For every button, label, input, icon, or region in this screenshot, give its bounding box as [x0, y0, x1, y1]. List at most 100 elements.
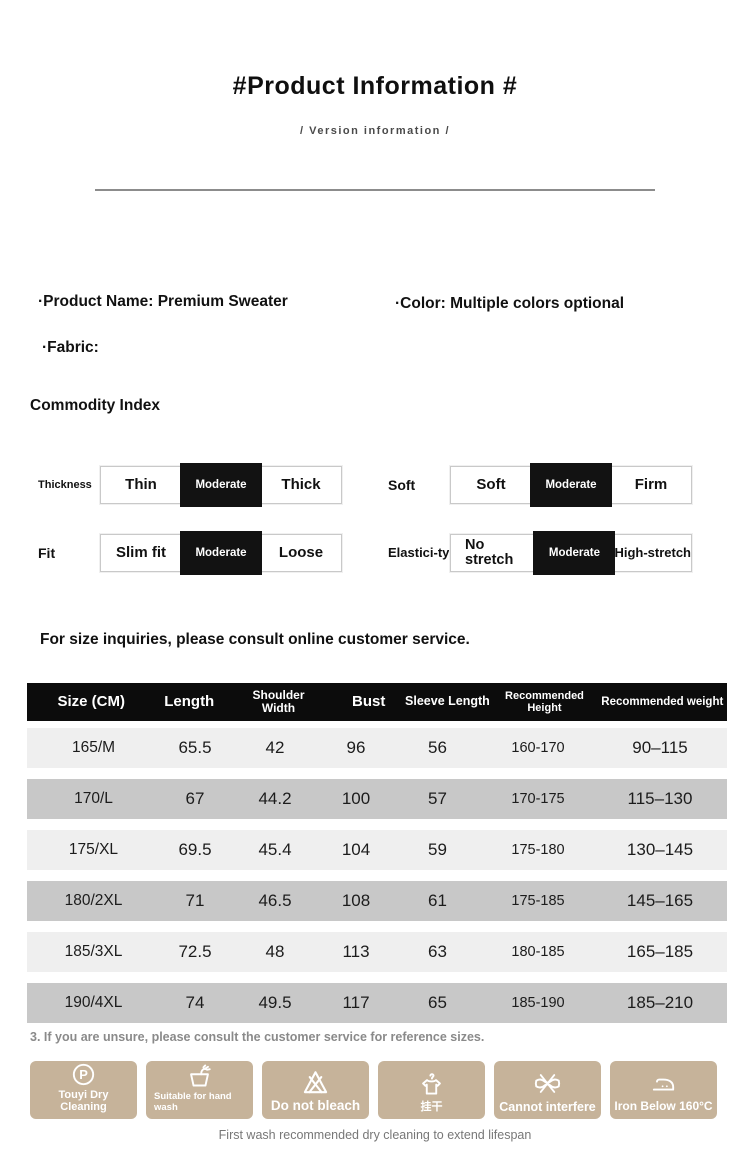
table-cell: 90–115 — [632, 738, 688, 757]
selector-option: Moderate — [180, 531, 262, 575]
table-cell: 57 — [428, 789, 447, 808]
care-footer-text: First wash recommended dry cleaning to e… — [218, 1128, 532, 1142]
selector-option: Slim fit — [115, 544, 166, 562]
care-item: P Touyi Dry Cleaning — [30, 1061, 137, 1119]
column-header: Shoulder Width — [252, 687, 305, 715]
selector-group: Soft Soft Moderate Firm — [388, 463, 738, 507]
table-cell: 190/4XL — [64, 994, 123, 1011]
selector-segmented-box: No stretch Moderate High-stretch — [450, 531, 692, 575]
table-cell: 130–145 — [626, 840, 694, 859]
selector-label: Elastici-ty — [388, 544, 450, 560]
table-cell: 56 — [428, 738, 447, 757]
care-item: Do not bleach — [262, 1061, 369, 1119]
care-item-label: Iron Below 160°C — [614, 1099, 713, 1114]
table-cell: 180/2XL — [64, 892, 123, 909]
column-header: Sleeve Length — [405, 694, 490, 709]
table-cell: 63 — [428, 942, 447, 961]
table-cell: 185-190 — [511, 995, 565, 1011]
care-item-label: Do not bleach — [270, 1098, 361, 1114]
table-row: 165/M 65.5 42 96 56 160-170 90–115 — [27, 728, 727, 768]
table-cell: 45.4 — [258, 840, 292, 859]
table-cell: 100 — [341, 789, 371, 808]
table-cell: 185/3XL — [64, 943, 123, 960]
table-cell: 69.5 — [178, 840, 212, 859]
product-info-row: ·Product Name: Premium Sweater ·Color: M… — [0, 283, 750, 335]
care-item: Suitable for hand wash — [146, 1061, 253, 1119]
table-cell: 170-175 — [511, 791, 565, 807]
table-row: 170/L 67 44.2 100 57 170-175 115–130 — [27, 779, 727, 819]
selector-group: Elastici-ty No stretch Moderate High-stretc… — [388, 531, 738, 575]
care-item-label: 挂干 — [420, 1101, 443, 1114]
table-cell: 165–185 — [626, 942, 694, 961]
column-header: Bust — [352, 692, 386, 710]
care-item-label: Cannot interfere — [499, 1099, 596, 1114]
table-cell: 72.5 — [178, 942, 212, 961]
selector-segmented-box: Thin Moderate Thick — [100, 463, 342, 507]
do-not-wring-icon — [532, 1069, 563, 1099]
product-color-line: ·Color: Multiple colors optional — [395, 295, 625, 312]
table-cell: 185–210 — [626, 993, 694, 1012]
selector-segmented-box: Slim fit Moderate Loose — [100, 531, 342, 575]
table-cell: 46.5 — [258, 891, 292, 910]
size-table-body: 165/M 65.5 42 96 56 160-170 90–115 170/L 67 44.2 1… — [27, 728, 727, 1023]
table-cell: 61 — [428, 891, 447, 910]
table-cell: 113 — [342, 942, 370, 961]
selector-segmented-box: Soft Moderate Firm — [450, 463, 692, 507]
size-inquiry-text: For size inquiries, please consult onlin… — [40, 631, 470, 648]
care-item: Cannot interfere — [494, 1061, 601, 1119]
table-cell: 44.2 — [258, 789, 292, 808]
table-row: 180/2XL 71 46.5 108 61 175-185 145–165 — [27, 881, 727, 921]
column-header: Size (CM) — [57, 692, 125, 710]
table-cell: 42 — [265, 738, 285, 757]
table-cell: 74 — [185, 993, 205, 1012]
column-header: Recommended weight — [601, 695, 724, 708]
table-cell: 59 — [428, 840, 447, 859]
table-cell: 165/M — [71, 739, 116, 756]
column-header: Length — [164, 692, 215, 710]
size-table: Size (CM) Length Shoulder Width Bust Sleeve … — [27, 683, 727, 1023]
divider-line — [95, 189, 655, 191]
care-item: 挂干 — [378, 1061, 485, 1119]
table-cell: 48 — [265, 942, 285, 961]
product-fabric-line: ·Fabric: — [42, 339, 99, 356]
table-cell: 117 — [342, 993, 370, 1012]
table-cell: 67 — [185, 789, 205, 808]
column-header: Recommended Height — [505, 689, 584, 714]
table-cell: 108 — [341, 891, 371, 910]
size-table-header: Size (CM) Length Shoulder Width Bust Sleeve … — [27, 683, 727, 721]
hand-wash-icon — [186, 1061, 213, 1091]
table-cell: 180-185 — [511, 944, 565, 960]
selector-option: Moderate — [530, 463, 612, 507]
care-item-label: Suitable for hand wash — [154, 1091, 232, 1114]
table-cell: 65.5 — [178, 738, 212, 757]
selector-option: High-stretch — [614, 545, 691, 561]
svg-text:P: P — [79, 1067, 88, 1082]
size-note: 3. If you are unsure, please consult the… — [30, 1030, 485, 1044]
table-cell: 175-185 — [511, 893, 565, 909]
page-title: #Product Information # — [232, 72, 518, 100]
table-cell: 96 — [346, 738, 366, 757]
care-item: Iron Below 160°C — [610, 1061, 717, 1119]
hang-dry-icon — [418, 1070, 445, 1100]
table-cell: 49.5 — [258, 993, 292, 1012]
care-item-label: Touyi Dry Cleaning — [58, 1088, 109, 1114]
selector-option: Thin — [125, 476, 157, 494]
dry-clean-p-icon: P — [70, 1061, 97, 1088]
table-cell: 115–130 — [627, 789, 693, 808]
table-cell: 160-170 — [511, 740, 565, 756]
table-row: 185/3XL 72.5 48 113 63 180-185 165–185 — [27, 932, 727, 972]
do-not-bleach-icon — [301, 1067, 330, 1097]
table-cell: 170/L — [74, 790, 113, 807]
selector-label: Thickness — [38, 478, 92, 491]
selector-option: Soft — [476, 476, 506, 494]
care-instructions-row: P Touyi Dry Cleaning Suitable for hand was… — [30, 1061, 720, 1119]
selector-option: Thick — [281, 476, 321, 494]
product-name-line: ·Product Name: Premium Sweater — [38, 293, 288, 310]
table-row: 175/XL 69.5 45.4 104 59 175-180 130–145 — [27, 830, 727, 870]
selector-option: Moderate — [533, 531, 616, 575]
selector-label: Fit — [38, 544, 56, 561]
page-subtitle: / Version information / — [299, 125, 451, 137]
table-cell: 65 — [428, 993, 447, 1012]
selector-label: Soft — [388, 476, 416, 493]
